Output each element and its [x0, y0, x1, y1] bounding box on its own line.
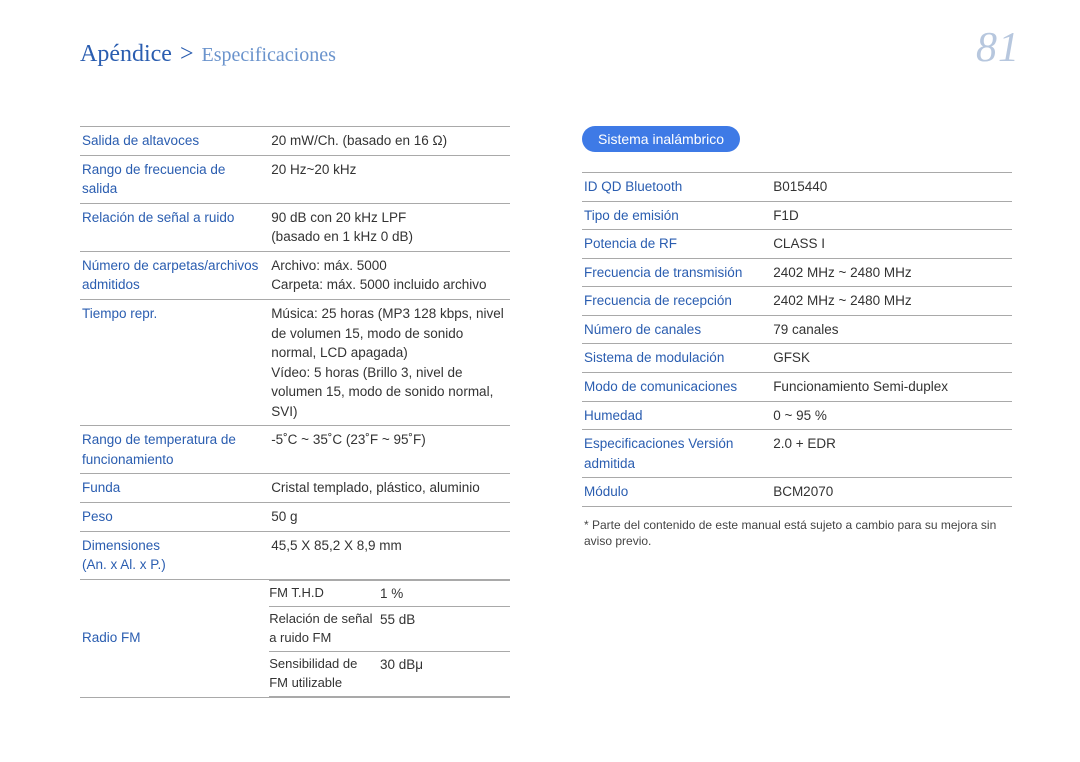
right-column: Sistema inalámbrico ID QD BluetoothB0154… [582, 126, 1012, 698]
spec-value: 2402 MHz ~ 2480 MHz [771, 287, 1012, 316]
spec-value: 20 mW/Ch. (basado en 16 Ω) [269, 127, 510, 156]
spec-key: Tipo de emisión [582, 201, 771, 230]
spec-key: Frecuencia de recepción [582, 287, 771, 316]
table-row: Rango de temperatura de funcionamiento-5… [80, 426, 510, 474]
spec-key: Relación de señal a ruido [80, 203, 269, 251]
spec-value: 90 dB con 20 kHz LPF(basado en 1 kHz 0 d… [269, 203, 510, 251]
table-row: Dimensiones(An. x Al. x P.)45,5 X 85,2 X… [80, 531, 510, 579]
spec-value: Archivo: máx. 5000Carpeta: máx. 5000 inc… [269, 251, 510, 299]
table-row: Modo de comunicacionesFuncionamiento Sem… [582, 372, 1012, 401]
breadcrumb-sub: Especificaciones [202, 44, 336, 66]
table-row: Sensibilidad de FM utilizable30 dBμ [269, 651, 510, 696]
spec-value: 1 % [380, 580, 510, 607]
table-row: Frecuencia de transmisión2402 MHz ~ 2480… [582, 258, 1012, 287]
spec-key: Número de canales [582, 315, 771, 344]
spec-key: Salida de altavoces [80, 127, 269, 156]
table-row-radio-fm: Radio FMFM T.H.D1 %Relación de señal a r… [80, 579, 510, 697]
spec-value: GFSK [771, 344, 1012, 373]
table-row: ID QD BluetoothB015440 [582, 173, 1012, 202]
spec-subkey: Sensibilidad de FM utilizable [269, 651, 380, 696]
breadcrumb-main: Apéndice [80, 41, 172, 67]
spec-value: BCM2070 [771, 478, 1012, 507]
spec-value: F1D [771, 201, 1012, 230]
spec-key: Sistema de modulación [582, 344, 771, 373]
section-title-wireless: Sistema inalámbrico [582, 126, 740, 152]
breadcrumb-separator: > [180, 41, 194, 67]
spec-key: Dimensiones(An. x Al. x P.) [80, 531, 269, 579]
table-row: Tiempo repr.Música: 25 horas (MP3 128 kb… [80, 299, 510, 425]
specs-table-left: Salida de altavoces20 mW/Ch. (basado en … [80, 126, 510, 698]
table-row: Número de carpetas/archivos admitidosArc… [80, 251, 510, 299]
spec-subkey: FM T.H.D [269, 580, 380, 607]
table-row: Sistema de modulaciónGFSK [582, 344, 1012, 373]
table-row: MóduloBCM2070 [582, 478, 1012, 507]
table-row: Relación de señal a ruido FM55 dB [269, 607, 510, 652]
table-row: Número de canales79 canales [582, 315, 1012, 344]
spec-value: 30 dBμ [380, 651, 510, 696]
specs-table-right: ID QD BluetoothB015440Tipo de emisiónF1D… [582, 172, 1012, 507]
table-row: FM T.H.D1 % [269, 580, 510, 607]
spec-value: Cristal templado, plástico, aluminio [269, 474, 510, 503]
spec-key: Funda [80, 474, 269, 503]
left-column: Salida de altavoces20 mW/Ch. (basado en … [80, 126, 510, 698]
spec-value: 20 Hz~20 kHz [269, 155, 510, 203]
spec-key: ID QD Bluetooth [582, 173, 771, 202]
table-row: Salida de altavoces20 mW/Ch. (basado en … [80, 127, 510, 156]
spec-value: 55 dB [380, 607, 510, 652]
spec-value: B015440 [771, 173, 1012, 202]
spec-key: Especificaciones Versión admitida [582, 430, 771, 478]
spec-value: 50 g [269, 503, 510, 532]
breadcrumb: Apéndice > Especificaciones [80, 41, 336, 68]
spec-key: Radio FM [80, 579, 269, 697]
spec-key: Potencia de RF [582, 230, 771, 259]
spec-key: Modo de comunicaciones [582, 372, 771, 401]
spec-value: 2.0 + EDR [771, 430, 1012, 478]
page-header: Apéndice > Especificaciones 81 [80, 24, 1020, 72]
table-row: Tipo de emisiónF1D [582, 201, 1012, 230]
table-row: Potencia de RFCLASS I [582, 230, 1012, 259]
spec-key: Número de carpetas/archivos admitidos [80, 251, 269, 299]
table-row: Humedad0 ~ 95 % [582, 401, 1012, 430]
spec-key: Rango de temperatura de funcionamiento [80, 426, 269, 474]
spec-value: CLASS I [771, 230, 1012, 259]
spec-value: 45,5 X 85,2 X 8,9 mm [269, 531, 510, 579]
spec-value: 2402 MHz ~ 2480 MHz [771, 258, 1012, 287]
spec-value: Música: 25 horas (MP3 128 kbps, nivel de… [269, 299, 510, 425]
spec-key: Módulo [582, 478, 771, 507]
spec-value: Funcionamiento Semi-duplex [771, 372, 1012, 401]
table-row: Especificaciones Versión admitida2.0 + E… [582, 430, 1012, 478]
spec-key: Rango de frecuencia de salida [80, 155, 269, 203]
spec-value: 0 ~ 95 % [771, 401, 1012, 430]
spec-value: -5˚C ~ 35˚C (23˚F ~ 95˚F) [269, 426, 510, 474]
table-row: Rango de frecuencia de salida20 Hz~20 kH… [80, 155, 510, 203]
table-row: Peso50 g [80, 503, 510, 532]
spec-value: 79 canales [771, 315, 1012, 344]
spec-key: Tiempo repr. [80, 299, 269, 425]
spec-subkey: Relación de señal a ruido FM [269, 607, 380, 652]
footnote: * Parte del contenido de este manual est… [582, 517, 1012, 549]
spec-key: Humedad [582, 401, 771, 430]
spec-key: Peso [80, 503, 269, 532]
table-row: Relación de señal a ruido90 dB con 20 kH… [80, 203, 510, 251]
spec-key: Frecuencia de transmisión [582, 258, 771, 287]
radio-fm-subtable: FM T.H.D1 %Relación de señal a ruido FM5… [269, 580, 510, 697]
spec-value: FM T.H.D1 %Relación de señal a ruido FM5… [269, 579, 510, 697]
table-row: FundaCristal templado, plástico, alumini… [80, 474, 510, 503]
page-number: 81 [976, 24, 1020, 72]
table-row: Frecuencia de recepción2402 MHz ~ 2480 M… [582, 287, 1012, 316]
